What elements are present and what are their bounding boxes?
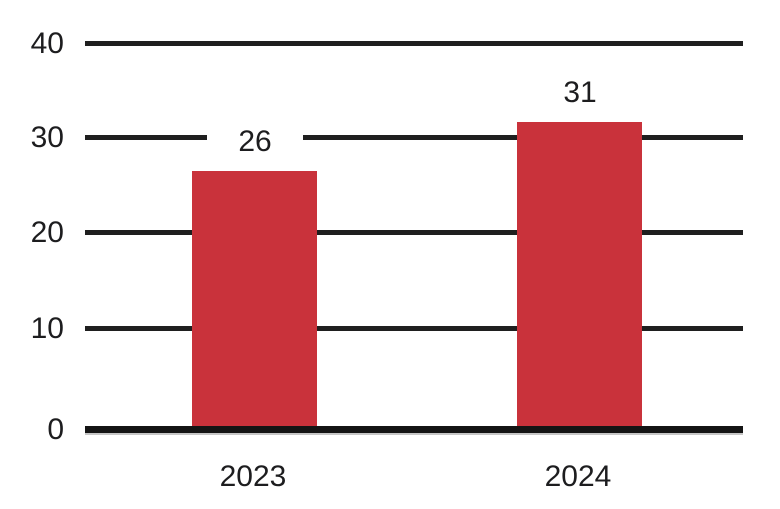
x-axis-category-label: 2023 [219,460,287,493]
bar-value-text: 31 [532,76,628,110]
x-axis-shadow [85,433,743,435]
y-axis-tick-label: 20 [30,216,64,249]
bar-value-label: 31 [500,76,660,110]
gridline-10 [85,326,743,331]
gridline-20 [85,230,743,235]
bar-2023 [192,171,317,426]
y-axis-tick-label: 30 [30,121,64,154]
bar-value-label: 26 [175,125,335,159]
gridline-40 [85,41,743,46]
y-axis-tick-label: 40 [30,27,64,60]
x-axis-line [85,426,743,433]
bar-2024 [517,122,642,426]
gridline-30 [85,135,743,140]
x-axis-category-label: 2024 [544,460,612,493]
y-axis-tick-label: 0 [47,413,64,446]
bar-value-text: 26 [207,125,303,159]
y-axis-tick-label: 10 [30,312,64,345]
